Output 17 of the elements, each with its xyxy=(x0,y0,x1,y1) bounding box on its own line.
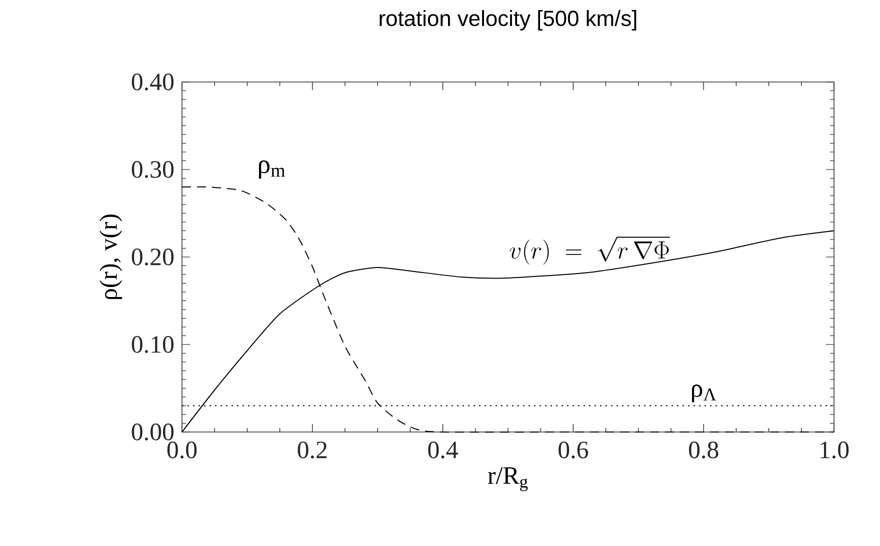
x-tick-label: 0.2 xyxy=(298,442,327,458)
series-label: ρ$_{m}$ xyxy=(258,160,286,179)
y-tick-label: 0.10 xyxy=(132,336,174,353)
y-tick-label: 0.30 xyxy=(132,161,174,178)
y-tick-label: 0.20 xyxy=(132,248,174,266)
x-tick-label: 0.0 xyxy=(167,442,197,458)
y-tick-label: 0.00 xyxy=(132,424,174,440)
x-tick-label: 0.8 xyxy=(688,442,718,458)
x-axis-title: r/R$_{g}$ xyxy=(488,467,528,492)
x-tick-label: 1.0 xyxy=(820,442,849,458)
y-tick-label: 0.40 xyxy=(132,74,174,90)
x-tick-label: 0.4 xyxy=(428,442,458,458)
x-tick-label: 0.6 xyxy=(558,442,588,458)
y-axis-title: ρ(r), v(r) xyxy=(99,214,122,299)
series-label: $v(r)\;=\;\sqrt{r\,\nabla\Phi}$ xyxy=(510,236,670,265)
chart-title: rotation velocity [500 km/s] xyxy=(380,10,636,30)
ref-line-label: ρ$_{Λ}$ xyxy=(692,384,716,402)
